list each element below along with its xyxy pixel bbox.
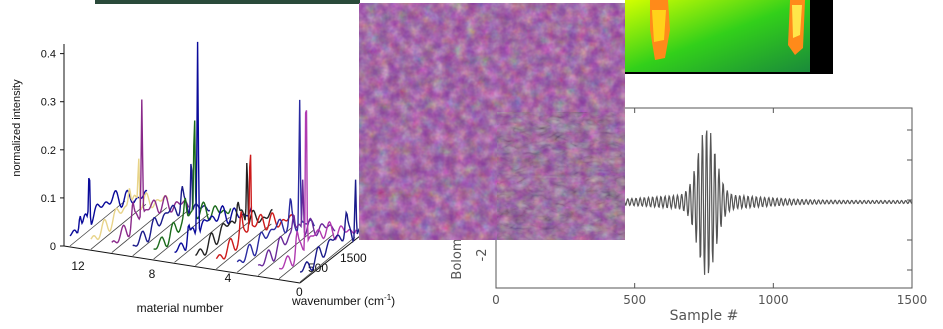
waterfall-x-tick-label: 8 bbox=[149, 267, 156, 281]
top-strip-image bbox=[95, 0, 360, 4]
waterfall-series-baseline bbox=[299, 236, 356, 283]
waterfall-series-baseline bbox=[111, 207, 168, 253]
waterfall-series-line bbox=[90, 158, 169, 241]
thermal-image bbox=[625, 0, 833, 74]
waterfall-y-tick-label: 0.1 bbox=[41, 193, 56, 205]
waterfall-series-baseline bbox=[278, 233, 335, 280]
waterfall-series-baseline bbox=[216, 223, 272, 270]
waterfall-series-line bbox=[111, 99, 190, 244]
waterfall-series-line bbox=[257, 179, 336, 267]
waterfall-series-baseline bbox=[132, 210, 188, 257]
waterfall-series-line bbox=[195, 162, 273, 257]
waterfall-z-tick-label: 1500 bbox=[340, 251, 367, 265]
bolometer-x-tick-label: 500 bbox=[623, 293, 646, 307]
waterfall-series-line bbox=[279, 110, 357, 270]
waterfall-z-axis-line bbox=[299, 235, 361, 284]
waterfall-series-line bbox=[69, 177, 148, 237]
bolometer-ticks: 0 500 1000 1500 bbox=[492, 108, 927, 307]
waterfall-series-line bbox=[174, 41, 253, 253]
waterfall-z-tick-label: 0 bbox=[296, 285, 303, 299]
waterfall-series-line bbox=[153, 120, 232, 250]
bolometer-x-axis-label: Sample # bbox=[670, 308, 739, 324]
bolometer-y-axis-label: Bolome bbox=[450, 230, 465, 279]
waterfall-y-tick-label: 0 bbox=[50, 241, 56, 253]
waterfall-x-axis-label: material number bbox=[137, 301, 224, 315]
waterfall-series-line bbox=[215, 154, 295, 260]
bolometer-y-tick: -2 bbox=[475, 249, 490, 262]
waterfall-y-tick-label: 0.2 bbox=[41, 145, 56, 157]
waterfall-series-baseline bbox=[90, 203, 147, 250]
waterfall-x-tick-label: 12 bbox=[71, 259, 85, 273]
bolometer-x-tick-label: 1000 bbox=[758, 293, 789, 307]
bolometer-x-tick-label: 1500 bbox=[897, 293, 928, 307]
waterfall-y-tick-label: 0.4 bbox=[41, 49, 56, 61]
waterfall-series bbox=[69, 41, 378, 283]
waterfall-x-tick-label: 4 bbox=[225, 271, 232, 285]
waterfall-z-axis-label: wavenumber (cm-1) bbox=[291, 293, 395, 308]
waterfall-y-tick-label: 0.3 bbox=[41, 97, 56, 109]
phase-map-image bbox=[359, 3, 625, 240]
waterfall-x-axis-line bbox=[63, 245, 301, 284]
bolometer-x-tick-label: 0 bbox=[492, 293, 500, 307]
waterfall-series-baseline bbox=[174, 217, 230, 263]
waterfall-series-baseline bbox=[195, 220, 251, 266]
waterfall-series-baseline bbox=[237, 226, 293, 273]
waterfall-y-axis-label: normalized intensity bbox=[11, 79, 23, 177]
